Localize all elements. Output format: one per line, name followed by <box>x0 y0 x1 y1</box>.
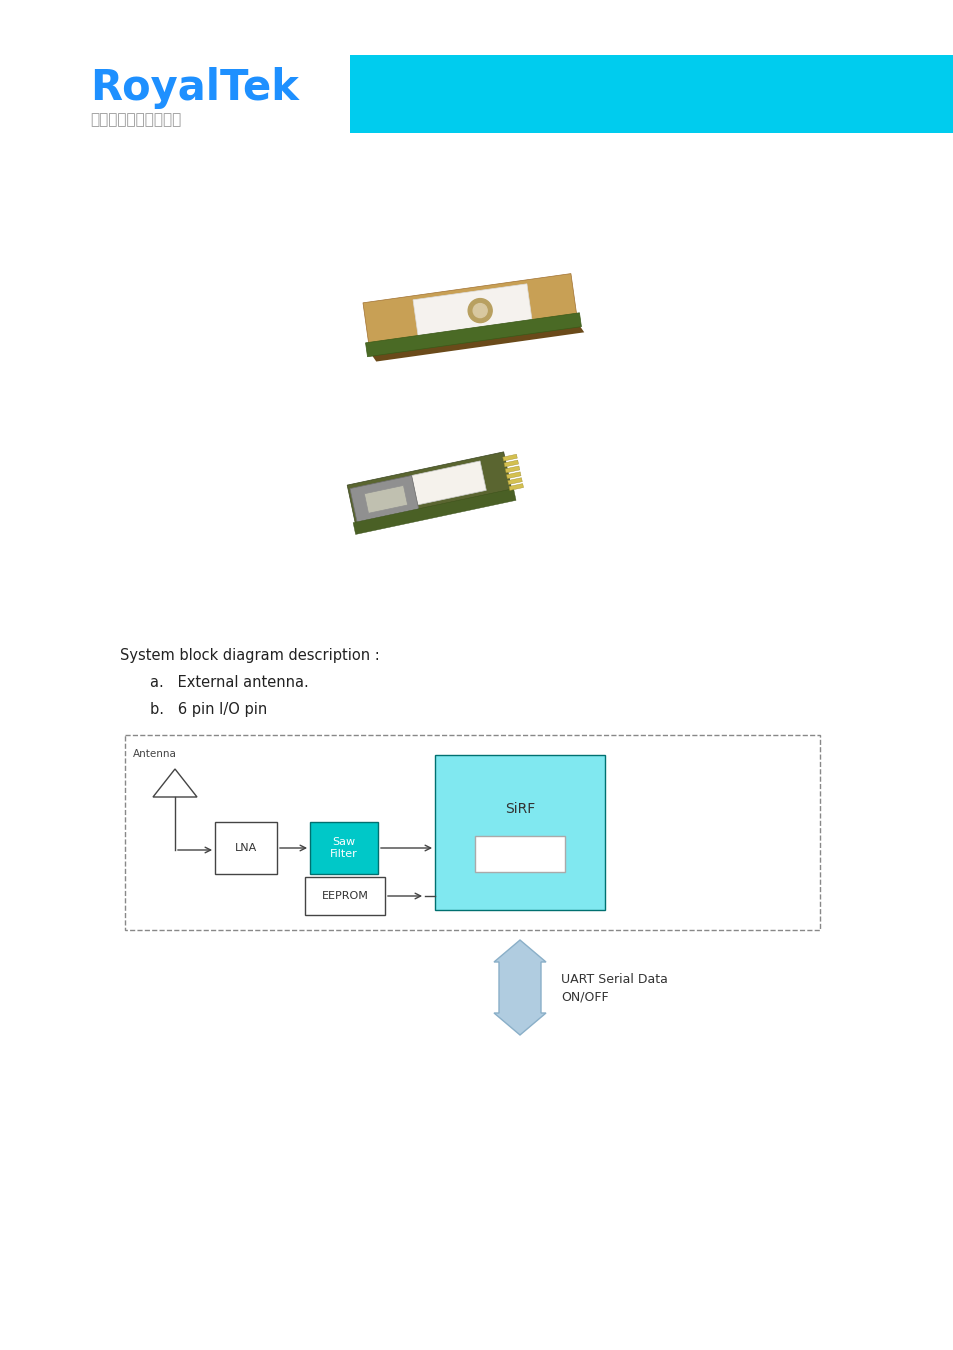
Text: EEPROM: EEPROM <box>321 891 368 900</box>
Polygon shape <box>494 940 545 1035</box>
Polygon shape <box>365 313 580 356</box>
Bar <box>305 878 385 915</box>
Bar <box>310 822 377 873</box>
Polygon shape <box>503 460 518 467</box>
Circle shape <box>468 298 492 323</box>
Polygon shape <box>509 483 523 490</box>
Bar <box>435 755 604 910</box>
Polygon shape <box>350 475 418 524</box>
Polygon shape <box>502 454 517 462</box>
Text: Saw
Filter: Saw Filter <box>330 837 357 859</box>
Text: RoyalTek: RoyalTek <box>90 68 298 109</box>
Polygon shape <box>370 323 583 362</box>
Text: 鼎天國際股份有限公司: 鼎天國際股份有限公司 <box>90 112 181 127</box>
Polygon shape <box>505 466 519 472</box>
Polygon shape <box>507 478 521 485</box>
Polygon shape <box>364 486 407 513</box>
Polygon shape <box>413 284 532 336</box>
Text: Antenna: Antenna <box>132 749 176 759</box>
Bar <box>475 836 564 872</box>
Text: ON/OFF: ON/OFF <box>560 991 608 1004</box>
Polygon shape <box>362 274 578 352</box>
Circle shape <box>473 304 487 317</box>
Bar <box>125 734 820 930</box>
Polygon shape <box>411 460 486 505</box>
Text: b.   6 pin I/O pin: b. 6 pin I/O pin <box>150 702 267 717</box>
Polygon shape <box>347 452 513 528</box>
Bar <box>350 55 953 134</box>
Polygon shape <box>506 472 520 479</box>
Polygon shape <box>152 769 196 796</box>
Polygon shape <box>353 489 516 535</box>
Text: a.   External antenna.: a. External antenna. <box>150 675 309 690</box>
Text: UART Serial Data: UART Serial Data <box>560 973 667 985</box>
Text: GSD4E: GSD4E <box>496 846 543 860</box>
Bar <box>214 822 276 873</box>
Text: SiRF: SiRF <box>504 802 535 817</box>
Text: LNA: LNA <box>234 842 257 853</box>
Text: System block diagram description :: System block diagram description : <box>120 648 379 663</box>
